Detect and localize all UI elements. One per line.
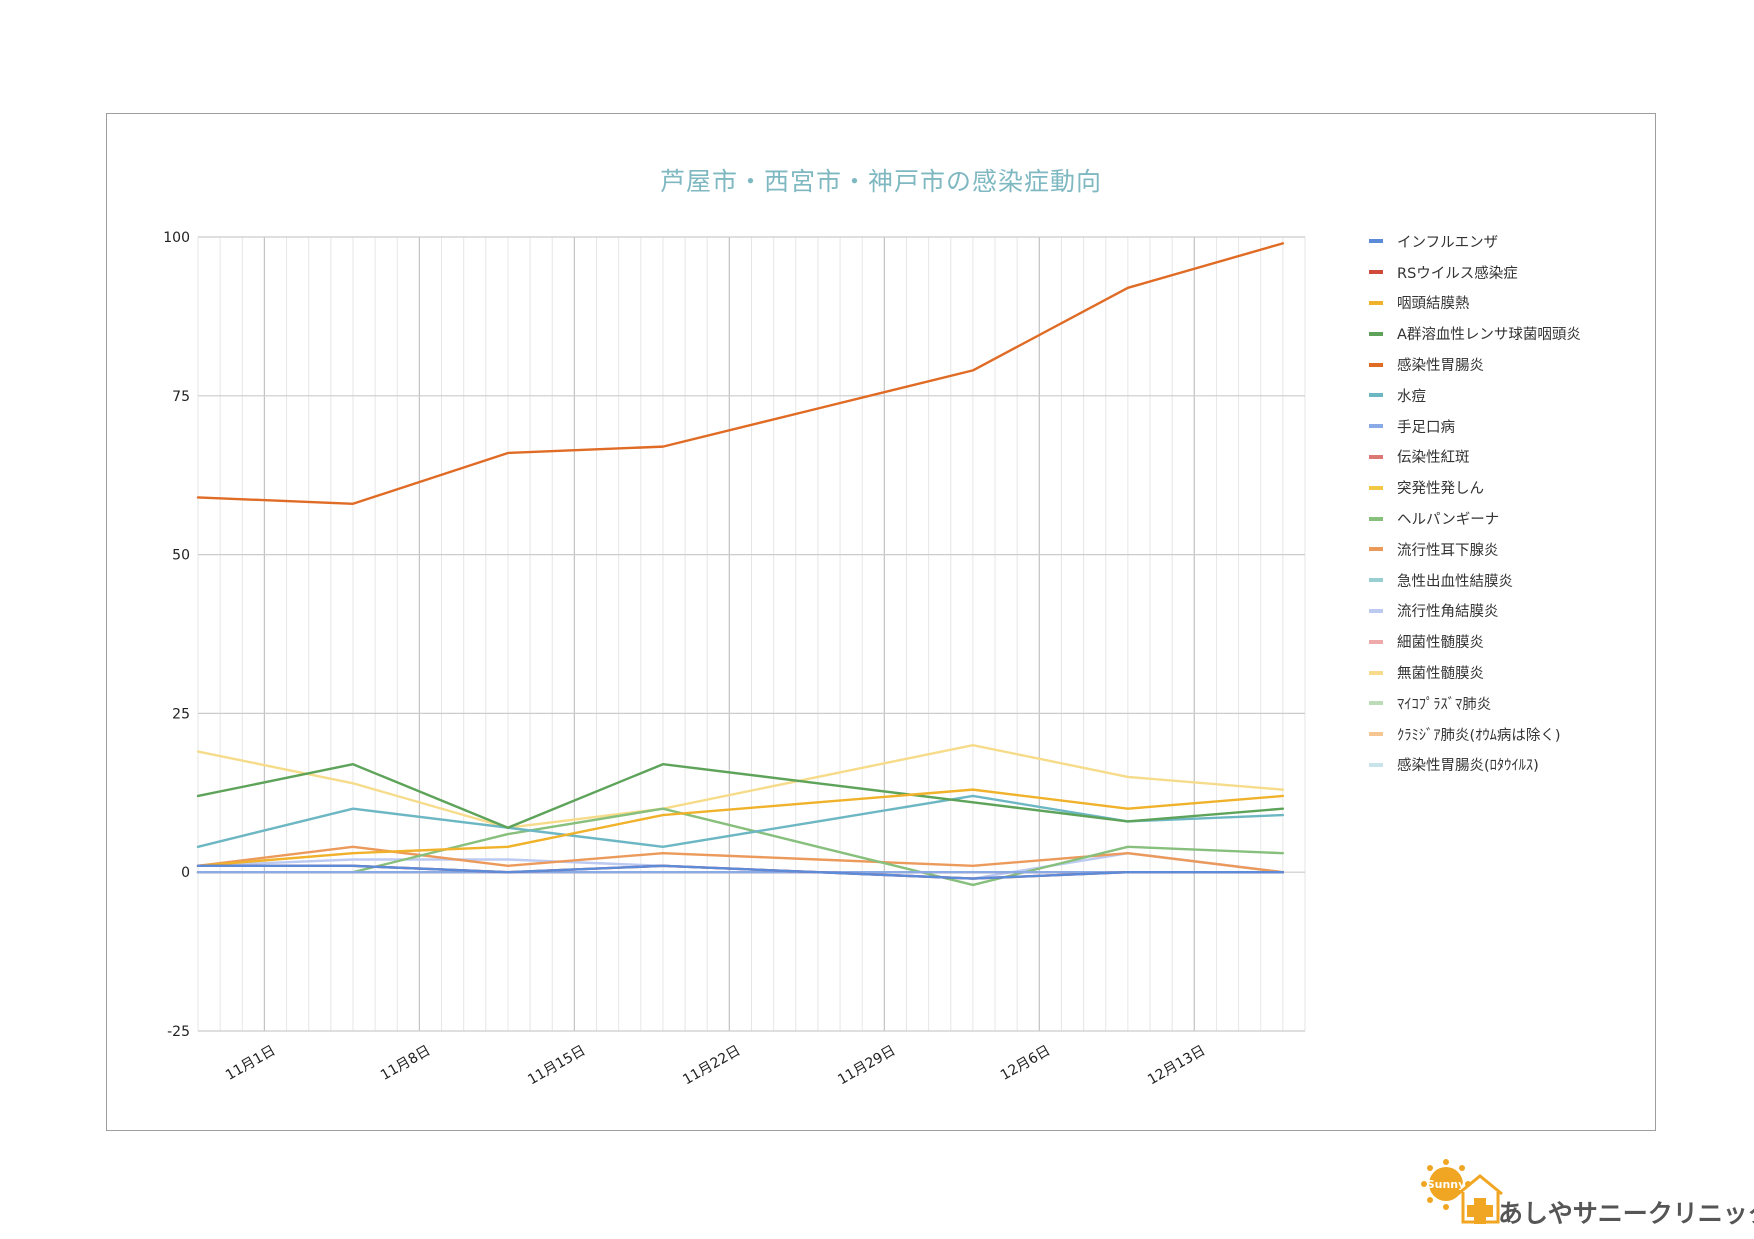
y-tick-label: 75 bbox=[172, 389, 190, 405]
legend-item: インフルエンザ bbox=[1369, 226, 1581, 257]
legend-item: ｸﾗﾐｼﾞｱ肺炎(ｵｳﾑ病は除く) bbox=[1369, 719, 1581, 750]
legend-label: 無菌性髄膜炎 bbox=[1397, 666, 1484, 683]
legend-label: インフルエンザ bbox=[1397, 234, 1499, 251]
y-tick-label: 100 bbox=[163, 230, 190, 246]
y-tick-label: 25 bbox=[172, 706, 190, 722]
legend-swatch bbox=[1369, 732, 1383, 737]
legend-swatch bbox=[1369, 701, 1383, 706]
legend-swatch bbox=[1369, 762, 1383, 767]
legend-item: 手足口病 bbox=[1369, 411, 1581, 442]
legend-swatch bbox=[1369, 608, 1383, 613]
legend-item: A群溶血性レンサ球菌咽頭炎 bbox=[1369, 318, 1581, 349]
x-tick-label: 11月1日 bbox=[223, 1043, 278, 1084]
y-tick-label: 0 bbox=[181, 865, 190, 881]
legend-item: ヘルパンギーナ bbox=[1369, 503, 1581, 534]
legend-swatch bbox=[1369, 300, 1383, 305]
legend-item: 感染性胃腸炎 bbox=[1369, 349, 1581, 380]
legend-swatch bbox=[1369, 362, 1383, 367]
legend-swatch bbox=[1369, 485, 1383, 490]
legend-label: 突発性発しん bbox=[1397, 481, 1484, 498]
legend-label: 流行性耳下腺炎 bbox=[1397, 542, 1499, 559]
sun-icon: Sunny bbox=[1421, 1159, 1471, 1210]
legend-item: 流行性耳下腺炎 bbox=[1369, 534, 1581, 565]
series-line bbox=[196, 763, 1285, 829]
series-line bbox=[196, 864, 1285, 880]
clinic-name: あしやサニークリニック bbox=[1498, 1199, 1754, 1228]
x-tick-label: 11月29日 bbox=[835, 1043, 898, 1089]
chart-title: 芦屋市・西宮市・神戸市の感染症動向 bbox=[659, 167, 1102, 196]
legend-swatch bbox=[1369, 393, 1383, 398]
legend-label: 伝染性紅斑 bbox=[1397, 450, 1470, 467]
series-line bbox=[196, 845, 1285, 874]
x-tick-label: 11月15日 bbox=[525, 1043, 588, 1089]
legend-item: RSウイルス感染症 bbox=[1369, 257, 1581, 288]
legend-item: 流行性角結膜炎 bbox=[1369, 596, 1581, 627]
legend-swatch bbox=[1369, 424, 1383, 429]
legend-item: ﾏｲｺﾌﾟﾗｽﾞﾏ肺炎 bbox=[1369, 688, 1581, 719]
legend-swatch bbox=[1369, 239, 1383, 244]
legend-swatch bbox=[1369, 578, 1383, 583]
legend-swatch bbox=[1369, 270, 1383, 275]
series-line bbox=[196, 788, 1285, 868]
legend-swatch bbox=[1369, 516, 1383, 521]
legend-label: 急性出血性結膜炎 bbox=[1397, 573, 1513, 590]
legend-label: ｸﾗﾐｼﾞｱ肺炎(ｵｳﾑ病は除く) bbox=[1397, 727, 1561, 744]
x-tick-label: 11月8日 bbox=[378, 1043, 433, 1084]
house-cross-icon bbox=[1457, 1174, 1503, 1224]
legend-swatch bbox=[1369, 547, 1383, 552]
legend-label: 水痘 bbox=[1397, 388, 1426, 405]
x-tick-label: 12月6日 bbox=[998, 1043, 1053, 1084]
logo-text: Sunny bbox=[1427, 1178, 1466, 1191]
legend-swatch bbox=[1369, 639, 1383, 644]
legend-label: 手足口病 bbox=[1397, 419, 1455, 436]
series-line bbox=[196, 743, 1285, 829]
legend-label: ヘルパンギーナ bbox=[1397, 512, 1500, 529]
y-tick-label: 50 bbox=[172, 548, 190, 564]
legend: インフルエンザ RSウイルス感染症 咽頭結膜熱 A群溶血性レンサ球菌咽頭炎 感染性胃腸炎… bbox=[1369, 226, 1581, 780]
legend-item: 突発性発しん bbox=[1369, 472, 1581, 503]
legend-item: 無菌性髄膜炎 bbox=[1369, 657, 1581, 688]
legend-label: 流行性角結膜炎 bbox=[1397, 604, 1499, 621]
legend-label: A群溶血性レンサ球菌咽頭炎 bbox=[1397, 327, 1581, 344]
clinic-logo: Sunny bbox=[1421, 1159, 1503, 1224]
legend-label: 咽頭結膜熱 bbox=[1397, 296, 1470, 313]
legend-label: 感染性胃腸炎 bbox=[1397, 358, 1484, 375]
legend-item: 急性出血性結膜炎 bbox=[1369, 565, 1581, 596]
legend-swatch bbox=[1369, 670, 1383, 675]
y-tick-label: -25 bbox=[167, 1024, 190, 1040]
chart-frame bbox=[106, 113, 1656, 1131]
legend-item: 水痘 bbox=[1369, 380, 1581, 411]
legend-swatch bbox=[1369, 331, 1383, 336]
legend-item: 感染性胃腸炎(ﾛﾀｳｲﾙｽ) bbox=[1369, 750, 1581, 781]
legend-item: 咽頭結膜熱 bbox=[1369, 288, 1581, 319]
legend-label: ﾏｲｺﾌﾟﾗｽﾞﾏ肺炎 bbox=[1397, 696, 1492, 713]
x-tick-label: 12月13日 bbox=[1145, 1043, 1208, 1089]
legend-item: 細菌性髄膜炎 bbox=[1369, 626, 1581, 657]
x-tick-label: 11月22日 bbox=[680, 1043, 743, 1089]
legend-swatch bbox=[1369, 454, 1383, 459]
legend-label: RSウイルス感染症 bbox=[1397, 265, 1518, 282]
legend-item: 伝染性紅斑 bbox=[1369, 442, 1581, 473]
legend-label: 感染性胃腸炎(ﾛﾀｳｲﾙｽ) bbox=[1397, 758, 1539, 775]
legend-label: 細菌性髄膜炎 bbox=[1397, 635, 1484, 652]
series-line bbox=[196, 242, 1285, 505]
